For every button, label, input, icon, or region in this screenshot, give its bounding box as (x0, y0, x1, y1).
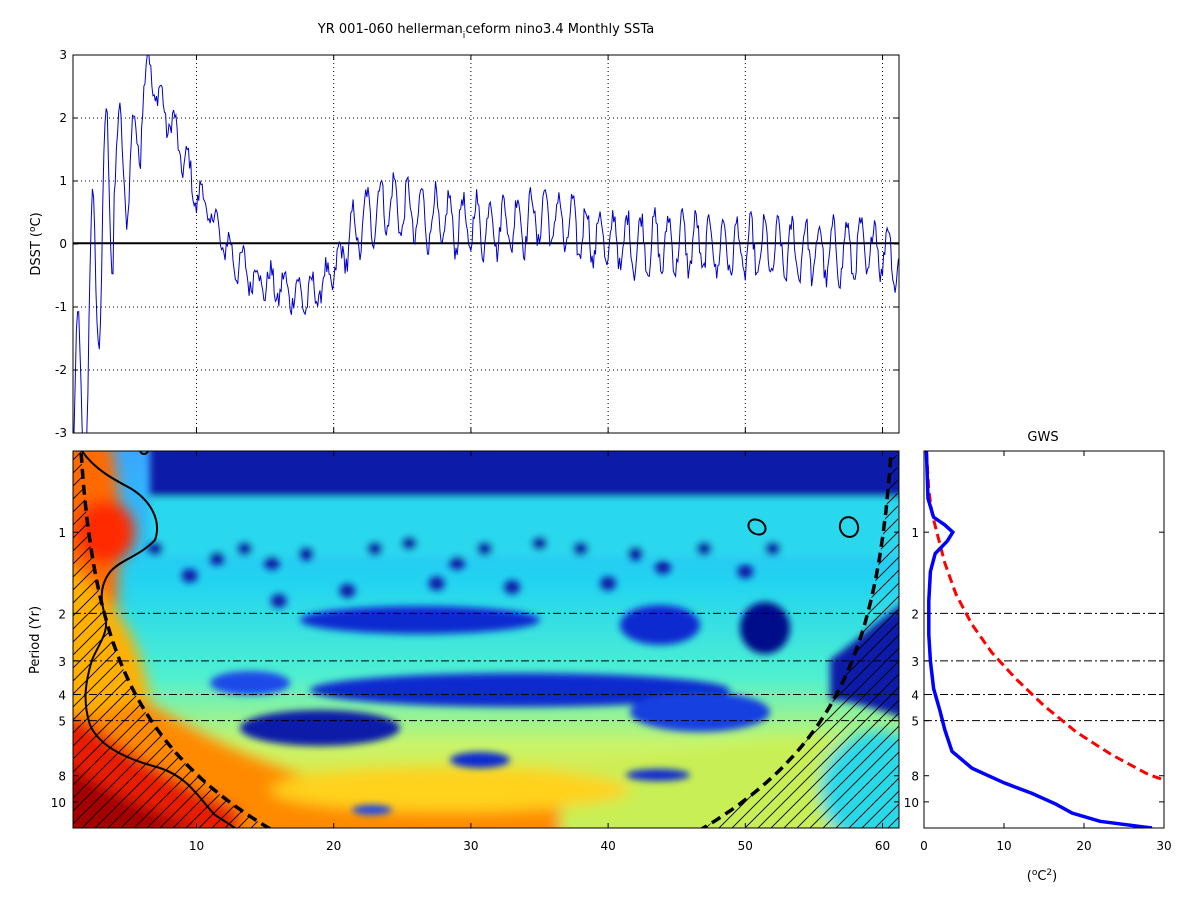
blue-spot-23yr-11yr (352, 805, 392, 815)
time-series-ylabel: DSST (oC) (28, 212, 44, 275)
blue-spot-3 (236, 541, 253, 556)
significance-contours (81, 451, 860, 828)
blue-spot-0 (147, 541, 164, 556)
wavelet-panel: 10 20 30 40 50 60 1 2 3 4 5 8 10 Period (Yr) (28, 450, 900, 853)
blue-spot-6 (298, 546, 315, 561)
blue-spot-9 (401, 536, 418, 551)
blue-band-2yr-c (740, 602, 790, 654)
blue-band-5yr (240, 710, 400, 746)
gws-ytick-label-1: 1 (911, 526, 919, 540)
gws-panel: GWS 1 2 3 4 5 8 10 0 10 20 30 (oC2) (904, 430, 1172, 884)
gws-ticks: 1 2 3 4 5 8 10 0 10 20 30 (904, 451, 1172, 853)
wv-xtick-label-50: 50 (738, 839, 753, 853)
sst-anomaly-line (73, 55, 899, 433)
blue-spot-17 (627, 546, 644, 561)
ts-ytick-label-0: 0 (59, 237, 67, 251)
wavelet-ylabel: Period (Yr) (28, 606, 43, 674)
figure-title: YR 001-060 hellermaniceform nino3.4 Mont… (317, 22, 654, 41)
gws-ytick-label-5: 5 (911, 715, 919, 729)
gws-ytick-label-3: 3 (911, 655, 919, 669)
gws-xtick-label-10: 10 (996, 839, 1011, 853)
wv-ytick-label-1: 1 (58, 526, 66, 540)
blue-band-4yr (310, 673, 730, 707)
gws-ytick-label-8: 8 (911, 770, 919, 784)
wv-xtick-label-40: 40 (600, 839, 615, 853)
wv-ytick-label-2: 2 (58, 607, 66, 621)
blue-spot-16 (600, 576, 617, 591)
blue-spot-20 (737, 564, 754, 579)
gws-xtick-label-20: 20 (1076, 839, 1091, 853)
wv-ytick-label-3: 3 (58, 655, 66, 669)
wv-ytick-label-4: 4 (58, 689, 66, 703)
blue-band-5yr-right (630, 692, 770, 732)
gws-xtick-label-30: 30 (1156, 839, 1171, 853)
significance-contour-51yr (747, 518, 767, 536)
wv-xtick-label-20: 20 (326, 839, 341, 853)
gws-xtick-label-0: 0 (920, 839, 928, 853)
time-series-gridlines (73, 55, 899, 433)
mid-yellow-band (270, 768, 630, 812)
blue-spot-8 (366, 541, 383, 556)
gws-ytick-label-2: 2 (911, 607, 919, 621)
high-frequency-blue-band (150, 451, 899, 497)
blue-spot-1 (181, 568, 198, 583)
gws-ytick-label-4: 4 (911, 689, 919, 703)
blue-spot-2 (209, 551, 226, 566)
gws-xlabel: (oC2) (1027, 868, 1057, 884)
wv-xtick-label-30: 30 (463, 839, 478, 853)
blue-spot-15 (572, 541, 589, 556)
blue-band-2yr (300, 606, 540, 634)
blue-spot-30yr-7yr (450, 752, 510, 768)
wv-ytick-label-8: 8 (58, 770, 66, 784)
wv-ytick-label-5: 5 (58, 715, 66, 729)
significance-contour-57yr (838, 516, 860, 538)
significance-contour-early (81, 451, 236, 828)
blue-spot-7 (339, 583, 356, 598)
cone-of-influence-line (79, 451, 893, 828)
cone-of-influence-hatching (73, 451, 899, 828)
wavelet-ticks: 10 20 30 40 50 60 1 2 3 4 5 8 10 (51, 451, 899, 853)
time-series-panel: -3 -2 -1 0 1 2 3 DSST (oC) (28, 48, 900, 440)
blue-spot-19 (696, 541, 713, 556)
annual-cyan-band (150, 497, 899, 557)
wavelet-reference-lines (73, 612, 899, 722)
blue-spot-10 (428, 576, 445, 591)
wv-xtick-label-60: 60 (875, 839, 890, 853)
blue-band-2yr-b (620, 605, 700, 645)
ts-ytick-label--3: -3 (55, 426, 67, 440)
wv-ytick-label-10: 10 (51, 796, 66, 810)
ts-ytick-label-1: 1 (59, 174, 67, 188)
wv-xtick-label-10: 10 (189, 839, 204, 853)
time-series-ticks: -3 -2 -1 0 1 2 3 (55, 48, 899, 440)
blue-spot-21 (764, 541, 781, 556)
blue-spot-44yr-8yr (626, 769, 690, 781)
ts-ytick-label--2: -2 (55, 363, 67, 377)
annual-blue-spots (147, 536, 781, 609)
blue-spot-14 (531, 536, 548, 551)
gws-title: GWS (1027, 430, 1058, 445)
gws-power-curve (924, 451, 1153, 828)
blue-spot-4 (263, 555, 280, 570)
blue-spot-11 (449, 555, 466, 570)
ts-ytick-label-2: 2 (59, 111, 67, 125)
blue-spot-13 (504, 580, 521, 595)
blue-spot-5 (270, 594, 287, 609)
significance-contour-top (139, 451, 149, 455)
blue-spot-18 (655, 560, 671, 575)
blue-spot-12 (476, 541, 493, 556)
gws-reference-lines (924, 612, 1164, 722)
blue-band-4yr-left (210, 671, 290, 695)
ts-ytick-label-3: 3 (59, 48, 67, 62)
gws-significance-curve (924, 451, 1164, 782)
ts-ytick-label--1: -1 (55, 300, 67, 314)
gws-ytick-label-10: 10 (904, 796, 919, 810)
